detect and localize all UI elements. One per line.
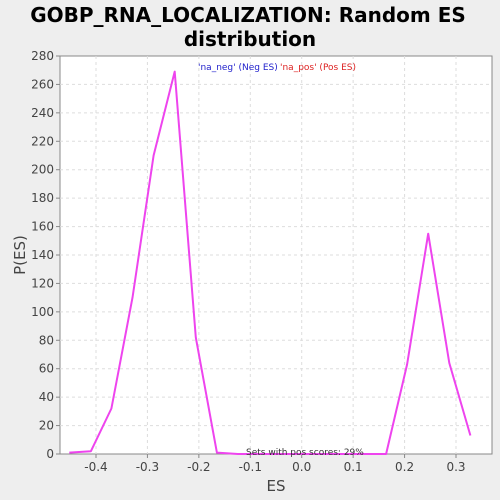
y-tick-label: 160 bbox=[31, 220, 54, 234]
series-layer bbox=[69, 70, 472, 455]
chart-title-line-2: distribution bbox=[184, 27, 316, 51]
y-tick-label: 240 bbox=[31, 106, 54, 120]
y-axis-ticks: 0 20 40 60 80 100 120 140 160 180 200 220 240 260 280 bbox=[31, 49, 60, 461]
chart-title-line-1: GOBP_RNA_LOCALIZATION: Random ES bbox=[30, 3, 466, 27]
y-tick-label: 280 bbox=[31, 49, 54, 63]
x-axis-label: ES bbox=[267, 477, 286, 495]
annotation-pos-scores: Sets with pos scores: 29% bbox=[246, 448, 364, 458]
y-tick-label: 80 bbox=[39, 333, 54, 347]
x-tick-label: 0.0 bbox=[292, 460, 311, 474]
y-tick-label: 260 bbox=[31, 77, 54, 91]
y-tick-label: 220 bbox=[31, 134, 54, 148]
x-tick-label: -0.1 bbox=[239, 460, 262, 474]
y-tick-label: 60 bbox=[39, 362, 54, 376]
x-tick-label: -0.2 bbox=[187, 460, 210, 474]
y-tick-label: 20 bbox=[39, 419, 54, 433]
y-tick-label: 200 bbox=[31, 163, 54, 177]
x-tick-label: -0.3 bbox=[136, 460, 159, 474]
y-tick-label: 0 bbox=[46, 447, 54, 461]
x-axis-ticks: -0.4 -0.3 -0.2 -0.1 0.0 0.1 0.2 0.3 bbox=[84, 454, 466, 474]
y-tick-label: 120 bbox=[31, 276, 54, 290]
y-axis-label: P(ES) bbox=[11, 235, 29, 275]
y-tick-label: 140 bbox=[31, 248, 54, 262]
y-tick-label: 180 bbox=[31, 191, 54, 205]
y-tick-label: 100 bbox=[31, 305, 54, 319]
y-tick-label: 40 bbox=[39, 390, 54, 404]
legend-entry-pos: 'na_pos' (Pos ES) bbox=[280, 63, 356, 73]
x-tick-label: 0.1 bbox=[344, 460, 363, 474]
x-tick-label: 0.3 bbox=[446, 460, 465, 474]
x-tick-label: -0.4 bbox=[84, 460, 107, 474]
legend-entry-neg: 'na_neg' (Neg ES) bbox=[198, 63, 278, 73]
series-line-0 bbox=[69, 70, 472, 455]
x-tick-label: 0.2 bbox=[395, 460, 414, 474]
